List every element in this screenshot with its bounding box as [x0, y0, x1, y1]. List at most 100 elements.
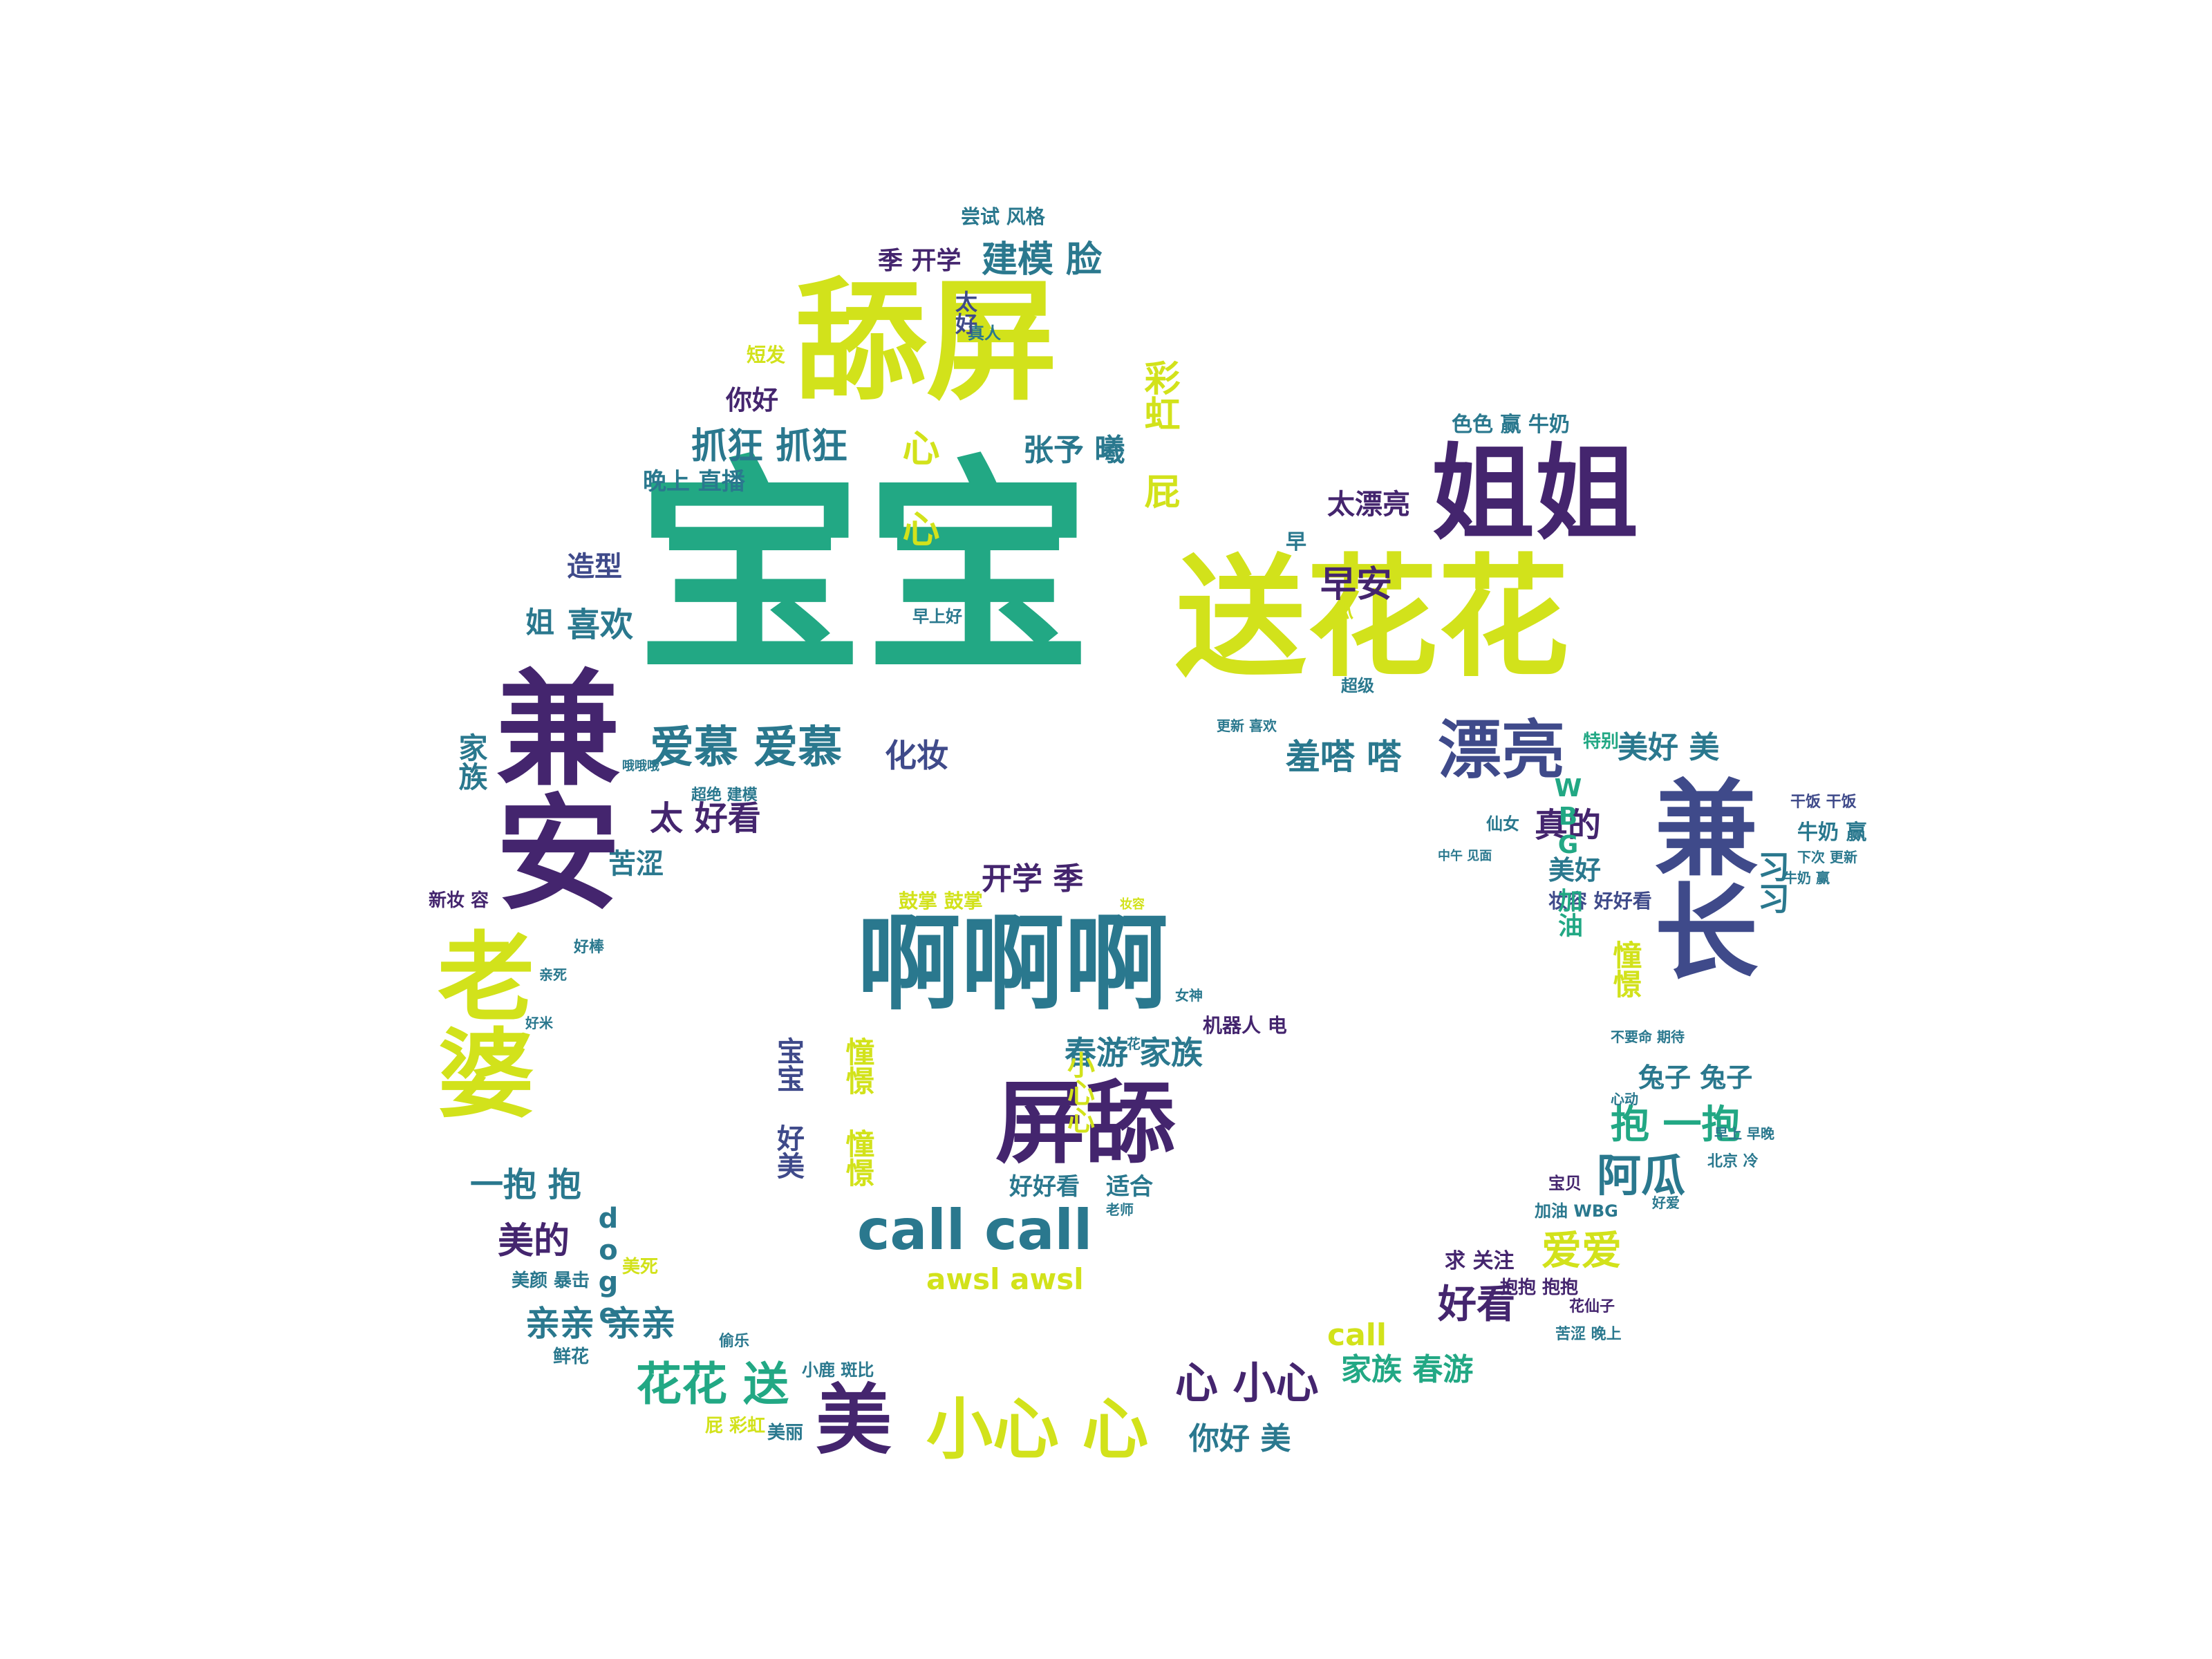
word-tai-piaoliang: 太漂亮 [1327, 489, 1410, 521]
word-gua: 瓜 [1334, 599, 1354, 622]
word-haohaokan: 好好看 [1009, 1173, 1080, 1201]
word-kuse-wanshang: 苦涩 晚上 [1555, 1326, 1622, 1343]
word-jiazu: 家族 [454, 733, 488, 791]
word-sese: 色色 赢 牛奶 [1452, 413, 1570, 437]
word-wbg-jiayou: WBG 加油 [1554, 774, 1582, 937]
word-xianhua: 鲜花 [553, 1347, 590, 1367]
word-haobang: 好棒 [574, 939, 605, 956]
word-xiuda: 羞嗒 嗒 [1286, 737, 1402, 777]
word-oooo: 哦哦哦 [622, 759, 659, 774]
word-pi-caihong: 屁 彩虹 [705, 1416, 766, 1436]
word-xiannv: 仙女 [1486, 814, 1519, 834]
word-chunyou-jiazu: 春游 家族 [1065, 1034, 1203, 1071]
word-meili: 美丽 [767, 1423, 804, 1443]
word-haomi: 好米 [525, 1015, 553, 1031]
word-meihao-mei: 美好 美 [1618, 730, 1720, 765]
word-zaoshanghao: 早上好 [912, 607, 962, 626]
word-hua: 花 [1127, 1035, 1141, 1052]
word-caihong-pi: 彩虹 屁 [1138, 359, 1179, 509]
word-nihao: 你好 [726, 385, 779, 415]
word-zhuakuang: 抓狂 抓狂 [691, 426, 848, 467]
word-awsl: awsl awsl [926, 1262, 1084, 1296]
word-tuzi: 兔子 兔子 [1638, 1062, 1753, 1093]
word-qinqin: 亲亲 亲亲 [525, 1304, 676, 1344]
word-haokan: 好看 [1438, 1282, 1515, 1327]
word-nvshen: 女神 [1175, 987, 1203, 1004]
word-zhangyuxi: 张予 曦 [1023, 433, 1125, 468]
word-qinsi: 亲死 [539, 966, 567, 983]
word-tai-haokan: 太 好看 [650, 799, 761, 838]
word-xinzhuangrong: 新妆 容 [429, 890, 489, 911]
word-huahua-song: 花花 送 [636, 1358, 789, 1411]
word-zhenren: 真人 [968, 324, 1001, 343]
word-chaoji: 超级 [1341, 676, 1374, 695]
word-baobao-haomei: 宝宝 好美 [772, 1037, 804, 1179]
word-baobei: 宝贝 [1548, 1174, 1582, 1193]
word-doge: doge [592, 1203, 624, 1330]
word-aaa: 啊啊啊 [857, 904, 1169, 1024]
word-piaoliang: 漂亮 [1438, 713, 1566, 787]
word-meihao: 美好 [1548, 855, 1602, 885]
word-niunai-ying: 牛奶 赢 [1797, 821, 1867, 845]
word-jianmo-lian: 建模 脸 [982, 239, 1103, 281]
word-zao: 早 [1286, 530, 1306, 554]
word-duanfa: 短发 [747, 344, 786, 366]
word-aimu: 爱慕 爱慕 [650, 722, 843, 774]
word-tebie: 特别 [1583, 731, 1620, 752]
word-xiaoxin-xin: 小心 心 [926, 1391, 1149, 1468]
word-agua: 阿瓜 [1597, 1151, 1685, 1202]
word-zhongwu-jianmian: 中午 见面 [1438, 849, 1492, 863]
word-call: call [1327, 1318, 1387, 1353]
word-zhuangrong-haohaokan: 妆容 好好看 [1548, 890, 1652, 912]
word-jie: 姐 [525, 606, 555, 639]
word-sheng-ri: 习习 [1753, 850, 1790, 914]
word-baobao: 宝宝 [636, 438, 1092, 703]
word-zhuangrong: 妆容 [1120, 897, 1145, 912]
word-guzhang: 鼓掌 鼓掌 [899, 890, 983, 912]
word-xiaoguo: 小心心 [1062, 1051, 1094, 1134]
word-jiazu-chunyou: 家族 春游 [1341, 1352, 1474, 1387]
word-xiaolu-banbi: 小鹿 斑比 [802, 1360, 874, 1380]
word-kuse: 苦涩 [608, 848, 664, 880]
word-shihe: 适合 [1106, 1173, 1153, 1201]
word-ji-kaixue: 季 开学 [878, 247, 962, 275]
word-jiqiren-dian: 机器人 电 [1203, 1014, 1287, 1037]
word-buyaoming: 不要命 期待 [1611, 1029, 1685, 1045]
word-mei: 美 [816, 1376, 892, 1465]
word-tai-hao: 太好 [952, 290, 978, 335]
word-baobao-baobao: 抱抱 抱抱 [1500, 1277, 1579, 1298]
word-zhende: 真的 [1535, 806, 1602, 845]
word-song-huahua: 送花花 [1175, 542, 1570, 695]
word-gengxin-xihuan: 更新 喜欢 [1217, 718, 1277, 734]
word-niunai-ying-2: 牛奶 赢 [1783, 870, 1830, 886]
word-meide: 美的 [498, 1221, 570, 1262]
word-zaoxing: 造型 [567, 551, 622, 583]
word-meisi: 美死 [622, 1257, 659, 1277]
word-toule: 偷乐 [719, 1333, 750, 1350]
word-yibao-bao: 一抱 抱 [470, 1165, 581, 1204]
word-huazhuang: 化妆 [885, 737, 948, 774]
word-jiejie: 姐姐 [1431, 434, 1639, 554]
word-meiyan-baoji: 美颜 暴击 [512, 1271, 590, 1291]
word-nihao-mei: 你好 美 [1189, 1421, 1291, 1456]
word-callcall: call call [857, 1198, 1093, 1262]
word-ganfan: 干饭 干饭 [1790, 794, 1857, 811]
word-qiu-guanzhu: 求 关注 [1445, 1249, 1515, 1273]
word-zaoan: 早安 [1320, 564, 1393, 606]
word-xiaci-gengxin: 下次 更新 [1797, 849, 1857, 865]
word-tianping: 舔屏 [795, 265, 1058, 418]
word-huaxianzi: 花仙子 [1569, 1298, 1615, 1315]
word-xindong: 心动 [1611, 1091, 1638, 1107]
word-xinxin: 心 心 [896, 429, 939, 547]
word-wanshang-zhibo: 晚上 直播 [643, 468, 745, 496]
word-gege-an: 兼安 [474, 664, 619, 912]
word-chongchong: 憧憬 憧憬 [841, 1037, 875, 1187]
word-changhuan: 兼长 [1637, 774, 1757, 982]
word-chaojue-jianmo: 超绝 建模 [691, 787, 758, 804]
word-haoai: 好爱 [1652, 1194, 1680, 1211]
word-chongchong-right: 憧憬 [1609, 940, 1642, 998]
word-aiai: 爱爱 [1541, 1227, 1622, 1274]
word-laoshi: 老师 [1106, 1201, 1134, 1218]
word-kaixue-ji: 开学 季 [982, 861, 1084, 897]
